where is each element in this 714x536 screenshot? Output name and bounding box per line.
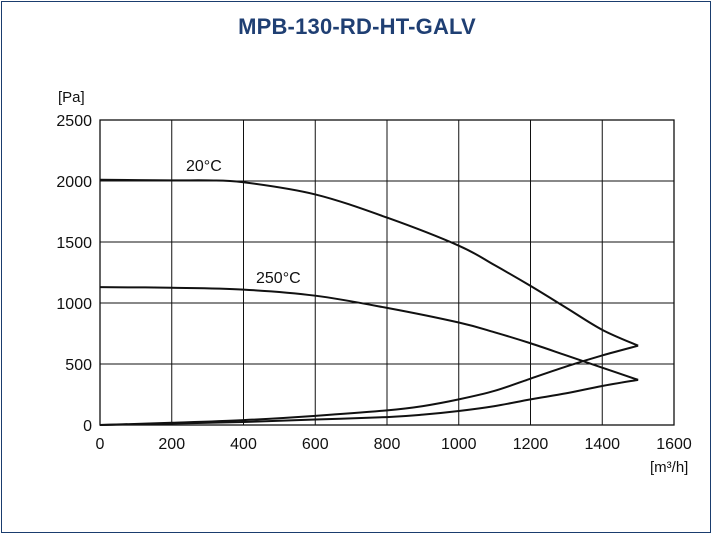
x-tick-label: 0: [96, 436, 105, 453]
y-tick-label: 1500: [56, 235, 92, 252]
curve-20c: [99, 178, 639, 347]
plot-area: [99, 119, 675, 426]
system-curve-2: [99, 378, 639, 426]
tick-labels: 0 200 400 600 800 1000 1200 1400 1600 0 500 1000 150…: [56, 113, 691, 453]
series-group: [99, 178, 639, 426]
y-tick-label: 1000: [56, 296, 92, 313]
x-axis-label: [m³/h]: [650, 459, 688, 476]
x-tick-label: 400: [230, 436, 257, 453]
y-axis-label: [Pa]: [58, 89, 85, 106]
x-tick-label: 1000: [441, 436, 477, 453]
curve-250c: [99, 286, 639, 381]
x-tick-label: 800: [374, 436, 401, 453]
system-curve-1: [99, 344, 639, 426]
x-tick-label: 1400: [584, 436, 620, 453]
y-tick-label: 2000: [56, 174, 92, 191]
x-tick-label: 600: [302, 436, 329, 453]
chart-title: MPB-130-RD-HT-GALV: [238, 14, 476, 39]
y-tick-label: 0: [83, 418, 92, 435]
y-tick-label: 2500: [56, 113, 92, 130]
y-tick-label: 500: [65, 357, 92, 374]
series-label-20c: 20°C: [186, 158, 222, 175]
x-tick-label: 1600: [656, 436, 692, 453]
x-tick-label: 1200: [513, 436, 549, 453]
x-tick-label: 200: [158, 436, 185, 453]
series-label-250c: 250°C: [256, 270, 301, 287]
